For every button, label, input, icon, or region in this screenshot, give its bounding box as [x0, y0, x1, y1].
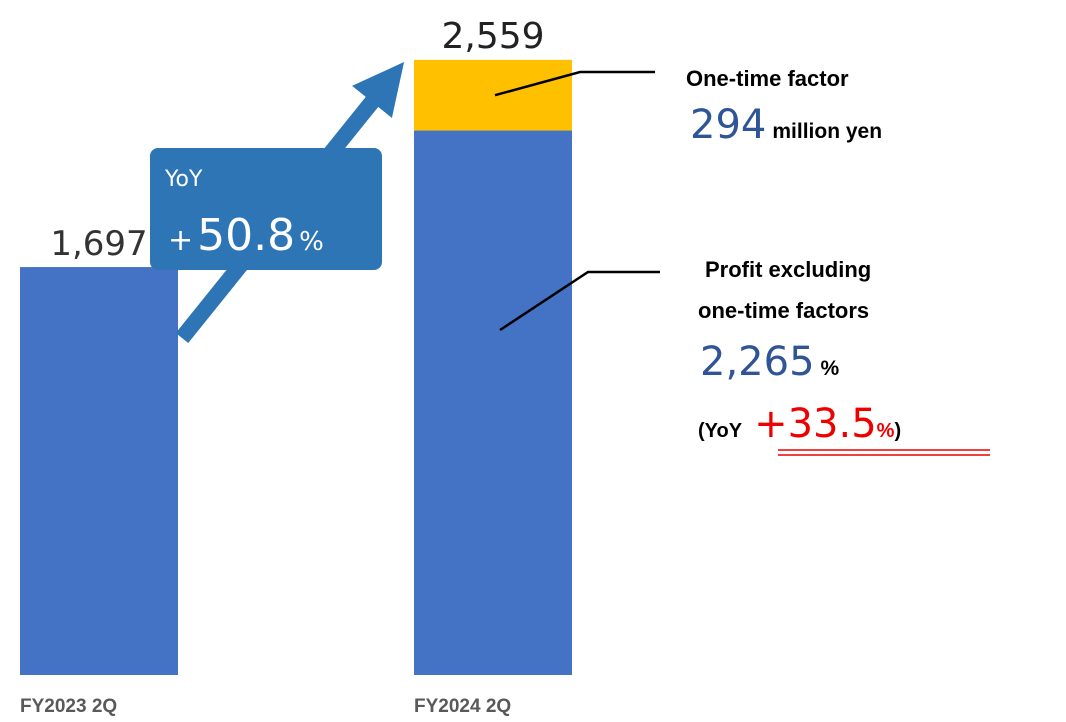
x-tick-label: FY2023 2Q: [20, 696, 117, 717]
annotation-title: Profit excluding: [705, 257, 871, 282]
leader-line: [494, 70, 655, 97]
bar-segment: [414, 59, 572, 131]
annotation-yoy: (YoY +33.5%): [698, 401, 901, 447]
yoy-box: [150, 148, 382, 270]
leader-line: [499, 270, 660, 332]
x-tick-label: FY2024 2Q: [414, 696, 511, 717]
total-label: 1,697: [50, 224, 147, 264]
annotation-value: 2,265%: [700, 339, 840, 385]
bar-segment: [414, 130, 572, 676]
yoy-label: YoY: [164, 167, 203, 192]
annotation-title: One-time factor: [686, 66, 849, 91]
annotation-value: 294 million yen: [690, 102, 882, 148]
total-label: 2,559: [441, 16, 544, 57]
yoy-value: +50.8%: [168, 210, 324, 261]
annotation-title: one-time factors: [698, 298, 869, 323]
bars: 1,697 FY2023 2Q 2,559 FY2024 2Q: [20, 16, 572, 717]
bar-segment: [20, 267, 178, 675]
